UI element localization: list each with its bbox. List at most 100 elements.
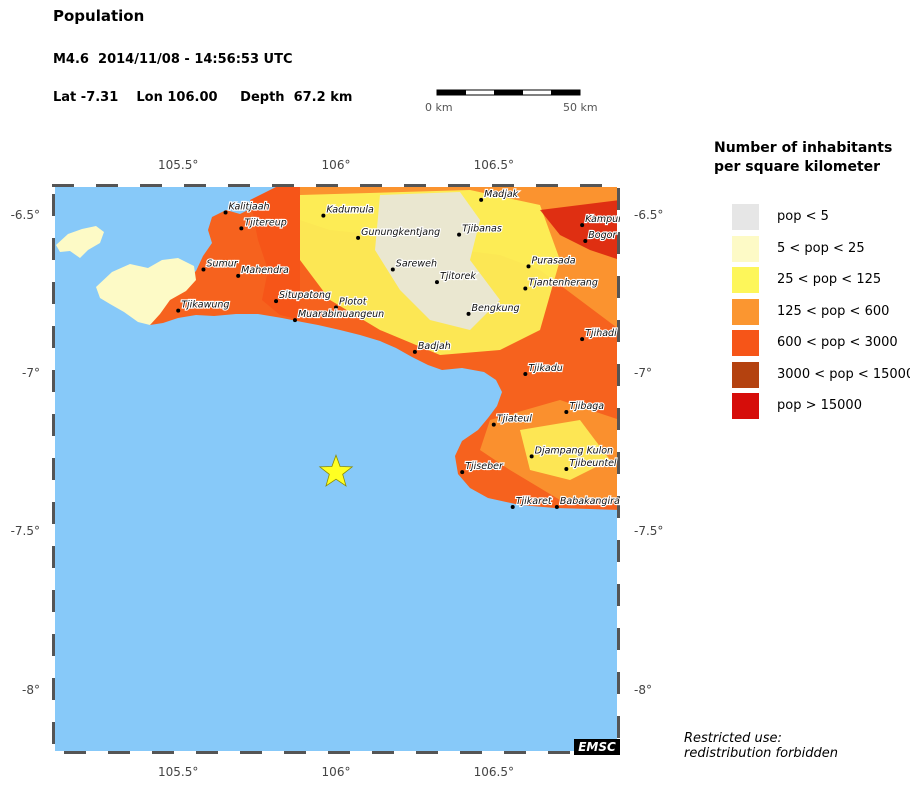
- city-marker: [460, 470, 465, 475]
- legend-label: pop > 15000: [777, 398, 862, 413]
- city-marker: [321, 213, 326, 218]
- city-label: Bogor: [588, 230, 617, 241]
- city-label: Tjiseber: [465, 461, 504, 472]
- city-marker: [412, 349, 417, 354]
- city-marker: [434, 280, 439, 285]
- city-label: Tjikawung: [181, 300, 229, 311]
- city-marker: [564, 410, 569, 414]
- city-marker: [466, 311, 471, 316]
- city-label: Purasada: [531, 255, 575, 266]
- city-marker: [176, 308, 181, 313]
- lat-tick-label: -7.5°: [634, 524, 664, 539]
- city-label: Kalitjaah: [229, 202, 270, 213]
- legend-item: pop > 15000: [732, 393, 910, 419]
- city-marker: [526, 264, 531, 269]
- legend-title: Number of inhabitants per square kilomet…: [714, 140, 893, 175]
- city-label: Tjiateul: [497, 414, 532, 425]
- city-label: Mahendra: [241, 265, 289, 276]
- epicenter-star-icon: [318, 454, 354, 487]
- urban-northeast: [540, 200, 620, 260]
- legend-swatch: [732, 393, 759, 419]
- emsc-logo: EMSC: [574, 739, 620, 755]
- legend-item: 5 < pop < 25: [732, 235, 910, 262]
- city-label: Plotot: [339, 297, 368, 308]
- city-marker: [239, 226, 244, 231]
- event-coordinates: Lat -7.31 Lon 106.00 Depth 67.2 km: [53, 90, 353, 105]
- city-marker: [510, 505, 515, 509]
- lon-tick-label: 105.5°: [158, 765, 199, 779]
- coastal-strip: [250, 184, 300, 320]
- city-marker: [201, 267, 206, 272]
- city-marker: [529, 454, 534, 459]
- city-marker: [523, 286, 528, 291]
- city-marker: [580, 223, 585, 228]
- legend-swatch: [732, 361, 759, 388]
- restricted-line-2: redistribution forbidden: [684, 746, 839, 761]
- lon-tick-label: 105.5°: [158, 158, 199, 172]
- sparse-highland: [375, 192, 500, 330]
- legend-swatch: [732, 235, 759, 262]
- lat-tick-label: -7.5°: [10, 524, 40, 539]
- legend-label: 25 < pop < 125: [777, 272, 882, 287]
- city-marker: [564, 467, 569, 471]
- legend-swatch: [732, 298, 759, 325]
- city-label: Situpatong: [279, 290, 331, 301]
- city-marker: [523, 372, 528, 376]
- legend-label: 600 < pop < 3000: [777, 335, 898, 350]
- city-marker: [236, 273, 241, 278]
- city-marker: [583, 239, 588, 243]
- city-marker: [479, 197, 484, 202]
- city-marker: [292, 318, 297, 323]
- lat-tick-label: -7°: [634, 366, 652, 380]
- scale-end-label: 50 km: [563, 101, 598, 114]
- city-label: Babakangirang: [560, 496, 632, 507]
- legend-item: 25 < pop < 125: [732, 267, 910, 293]
- legend-label: 3000 < pop < 15000: [777, 366, 910, 382]
- legend-swatch: [732, 330, 759, 356]
- city-label: Tjibaga: [569, 401, 604, 412]
- scale-bar: [436, 89, 581, 96]
- city-label: Tjitereup: [244, 217, 286, 228]
- city-label: Sareweh: [396, 259, 437, 270]
- island-landmass: [56, 226, 104, 258]
- legend-label: 125 < pop < 600: [777, 303, 890, 319]
- city-marker: [334, 305, 338, 310]
- city-marker: [356, 235, 361, 240]
- lon-tick-label: 106°: [321, 765, 351, 779]
- city-label: Muarabinuangeun: [298, 309, 384, 320]
- city-label: Tjikadu: [528, 363, 562, 374]
- city-marker: [554, 505, 559, 509]
- city-label: Tjitorek: [440, 271, 476, 282]
- city-label: Tjihadi: [585, 328, 617, 339]
- lat-tick-label: -6.5°: [634, 207, 664, 222]
- lon-tick-label: 106.5°: [473, 765, 514, 779]
- city-marker: [457, 232, 462, 237]
- city-label: Badjah: [418, 341, 451, 352]
- city-label: Kampungpaseh: [585, 214, 659, 225]
- city-label: Madjak: [484, 189, 519, 200]
- restricted-line-1: Restricted use:: [684, 731, 782, 746]
- legend-swatch: [732, 267, 759, 293]
- map-title: Population: [53, 7, 145, 25]
- city-label: Kadumula: [326, 205, 374, 216]
- event-info: M4.6 2014/11/08 - 14:56:53 UTC: [53, 52, 293, 67]
- lon-tick-label: 106°: [321, 158, 351, 172]
- scale-start-label: 0 km: [425, 101, 453, 114]
- city-label: Bengkung: [472, 303, 520, 314]
- city-label: Gunungkentjang: [361, 227, 440, 238]
- city-label: Tjikaret: [516, 496, 553, 507]
- city-label: Tjibanas: [462, 224, 502, 235]
- lat-tick-label: -8°: [22, 682, 40, 697]
- city-label: Sumur: [206, 259, 238, 270]
- city-label: Tjantenherang: [528, 278, 598, 289]
- lon-tick-label: 106.5°: [473, 158, 514, 172]
- legend-label: pop < 5: [777, 209, 829, 224]
- legend-item: 600 < pop < 3000: [732, 330, 910, 356]
- legend-label: 5 < pop < 25: [777, 240, 865, 256]
- south-coast-sparse: [520, 420, 610, 480]
- legend-item: pop < 5: [732, 204, 910, 230]
- legend-swatch: [732, 204, 759, 230]
- city-label: Tjibeuntel: [569, 458, 617, 469]
- lat-tick-label: -6.5°: [10, 207, 40, 222]
